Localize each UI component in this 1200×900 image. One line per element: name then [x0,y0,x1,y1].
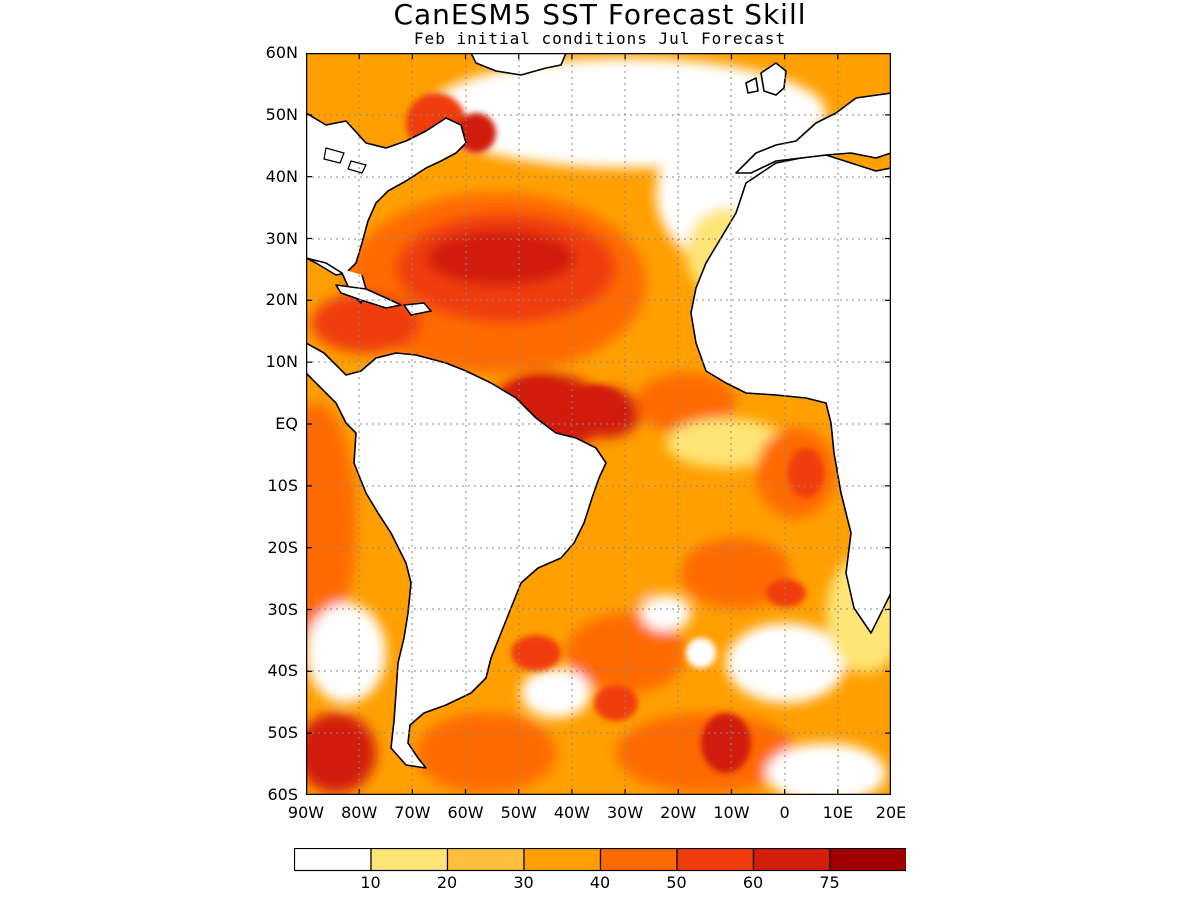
lon-tick-label: 0 [779,803,790,822]
colorbar-swatch [523,848,602,872]
lon-tick-label: 60W [447,803,484,822]
colorbar-swatch [752,848,831,872]
colorbar-swatch [829,848,906,872]
colorbar [294,848,906,872]
lat-tick-label: 30N [265,228,298,248]
lon-tick-label: 20W [660,803,697,822]
lat-tick-label: 50N [265,104,298,124]
lon-tick-label: 90W [287,803,325,822]
lat-tick-label: 40N [265,166,298,186]
chart-subtitle: Feb initial conditions Jul Forecast [413,29,787,48]
lat-tick-label: 60S [267,785,298,804]
colorbar-swatch [446,848,525,872]
colorbar-level-label: 60 [742,873,764,892]
colorbar-level-label: 40 [589,873,611,892]
colorbar-swatch [370,848,449,872]
colorbar-swatch [294,848,372,872]
lat-tick-label: 30S [267,599,298,619]
colorbar-level-label: 10 [360,873,381,892]
lat-tick-label: 20S [267,537,298,557]
gridlines [306,53,891,795]
lat-tick-label: 10N [265,352,298,372]
colorbar-level-label: 20 [436,873,458,892]
lat-tick-label: 40S [267,661,298,681]
chart-title: CanESM5 SST Forecast Skill [393,0,807,31]
lat-tick-label: 60N [265,43,298,62]
sst-skill-map [306,53,891,795]
lon-tick-label: 10E [822,803,854,822]
lat-tick-label: 10S [267,475,298,495]
lon-tick-label: 40W [553,803,590,822]
lon-tick-label: 30W [606,803,644,822]
lon-tick-label: 10W [713,803,750,822]
colorbar-swatch [676,848,755,872]
lat-tick-label: 20N [265,290,298,310]
colorbar-level-label: 30 [513,873,534,892]
land-masses [306,53,891,769]
lon-tick-label: 20E [875,803,907,822]
lon-tick-label: 70W [394,803,431,822]
lon-tick-label: 80W [341,803,378,822]
colorbar-swatch [599,848,678,872]
colorbar-level-label: 50 [666,873,687,892]
lon-tick-label: 50W [500,803,537,822]
lat-tick-label: 50S [267,723,298,743]
colorbar-level-label: 75 [819,873,840,892]
lat-tick-label: EQ [275,414,298,433]
